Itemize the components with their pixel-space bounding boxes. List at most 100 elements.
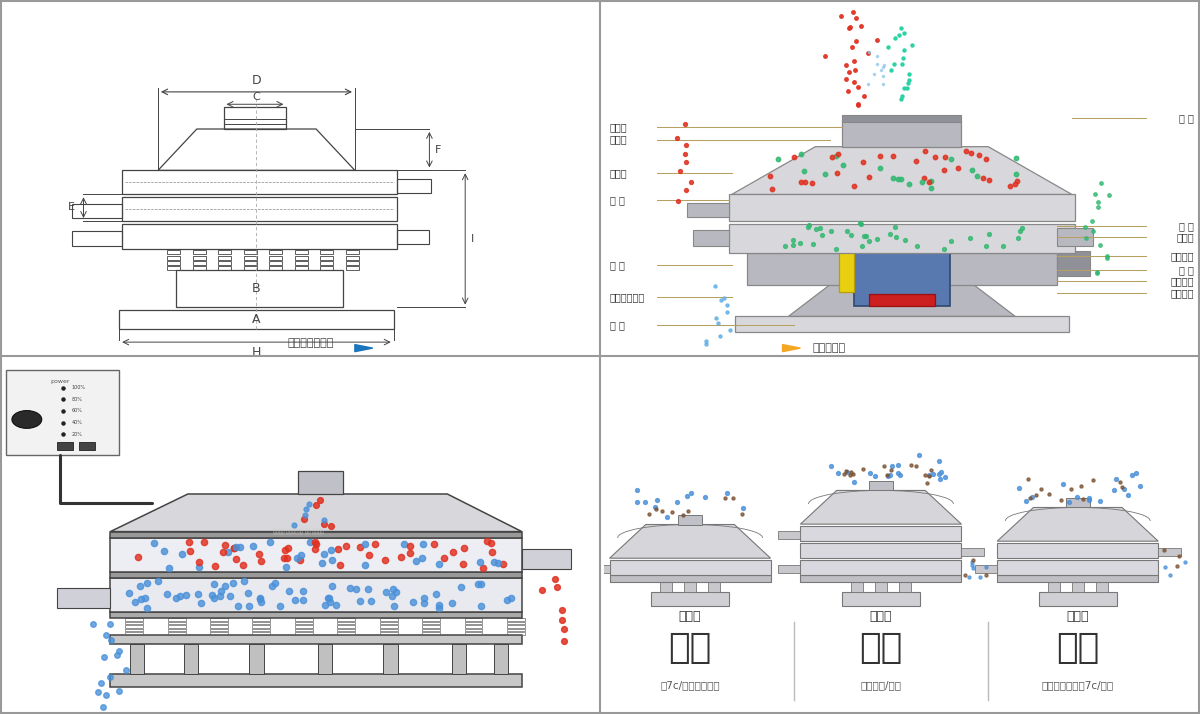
Bar	[252, 633, 270, 635]
Bar	[192, 261, 205, 265]
Bar	[110, 538, 522, 572]
Bar	[346, 250, 359, 254]
Polygon shape	[997, 508, 1158, 541]
Text: 80%: 80%	[72, 397, 83, 402]
Bar	[1066, 498, 1090, 508]
Bar	[252, 625, 270, 628]
Bar	[379, 625, 397, 628]
Bar	[778, 565, 800, 573]
Polygon shape	[110, 494, 522, 532]
Bar	[1158, 548, 1181, 556]
Bar	[295, 266, 308, 271]
Bar	[218, 250, 232, 254]
Text: 下部重锤: 下部重锤	[1170, 288, 1194, 298]
Bar	[318, 644, 332, 674]
Bar	[244, 261, 257, 265]
Text: E: E	[67, 203, 74, 213]
Bar	[122, 223, 397, 249]
Bar	[56, 442, 73, 450]
Text: 加重块: 加重块	[1176, 232, 1194, 242]
Bar	[252, 622, 270, 624]
Bar	[869, 481, 893, 491]
Polygon shape	[800, 491, 961, 524]
Bar	[728, 224, 1075, 253]
Text: 振动电机: 振动电机	[1170, 276, 1194, 286]
Bar	[168, 618, 186, 620]
Bar	[269, 256, 282, 260]
Text: 过滤: 过滤	[859, 631, 902, 665]
Bar	[295, 250, 308, 254]
Text: 40%: 40%	[72, 420, 83, 425]
Bar	[379, 618, 397, 620]
Circle shape	[12, 411, 42, 428]
Text: 除杂: 除杂	[1056, 631, 1099, 665]
Bar	[778, 531, 800, 539]
Bar	[79, 442, 96, 450]
Bar	[167, 266, 180, 271]
Bar	[320, 261, 334, 265]
Text: 筛 盘: 筛 盘	[1180, 266, 1194, 276]
Text: power: power	[50, 378, 70, 383]
Text: 粒度分布 产品粒度分布 产品 粒度分布: 粒度分布 产品粒度分布 产品 粒度分布	[272, 528, 324, 533]
Polygon shape	[732, 146, 1072, 194]
Bar	[506, 633, 524, 635]
Bar	[346, 266, 359, 271]
Bar	[842, 115, 961, 122]
Bar	[125, 633, 143, 635]
Bar	[56, 588, 110, 608]
Bar	[210, 618, 228, 620]
Bar	[125, 618, 143, 620]
Bar	[130, 644, 144, 674]
Text: 去除液体中的顐7c/异物: 去除液体中的顐7c/异物	[1042, 680, 1114, 690]
Text: 双层式: 双层式	[1067, 610, 1088, 623]
Bar	[997, 575, 1158, 582]
Text: 三层式: 三层式	[870, 610, 892, 623]
Bar	[252, 618, 270, 620]
Text: 弹 簧: 弹 簧	[610, 260, 624, 270]
Text: I: I	[472, 234, 474, 244]
Text: 网 架: 网 架	[1180, 221, 1194, 231]
Bar	[708, 582, 720, 593]
Bar	[72, 231, 122, 246]
Bar	[192, 256, 205, 260]
Bar	[506, 625, 524, 628]
Bar	[250, 644, 264, 674]
Bar	[452, 644, 467, 674]
Bar	[875, 582, 887, 593]
Bar	[997, 560, 1158, 575]
Bar	[506, 622, 524, 624]
Bar	[210, 629, 228, 631]
Bar	[842, 120, 961, 146]
Bar	[422, 622, 440, 624]
Polygon shape	[782, 345, 800, 352]
Bar	[610, 575, 770, 582]
Bar	[997, 543, 1158, 558]
Bar	[464, 618, 482, 620]
Text: 机 座: 机 座	[610, 320, 624, 330]
Text: 去除异物/结块: 去除异物/结块	[860, 680, 901, 690]
Text: 粒度分布 产品粒度分布 产品 粒度分布: 粒度分布 产品粒度分布 产品 粒度分布	[272, 530, 324, 535]
Bar	[974, 565, 997, 573]
Text: 束 环: 束 环	[610, 195, 624, 205]
Bar	[320, 256, 334, 260]
Text: D: D	[252, 74, 262, 86]
Bar	[176, 271, 343, 308]
Text: B: B	[252, 282, 260, 296]
Bar	[110, 612, 522, 618]
Polygon shape	[610, 525, 770, 558]
Bar	[652, 593, 728, 605]
Bar	[167, 256, 180, 260]
Bar	[269, 250, 282, 254]
Text: 筛 网: 筛 网	[1180, 114, 1194, 124]
Bar	[379, 633, 397, 635]
Text: 上部重锤: 上部重锤	[1170, 251, 1194, 261]
Bar	[422, 629, 440, 631]
Bar	[320, 266, 334, 271]
Bar	[1039, 593, 1116, 605]
Bar	[168, 629, 186, 631]
Text: A: A	[252, 313, 260, 326]
Bar	[379, 629, 397, 631]
Bar	[422, 633, 440, 635]
Bar	[167, 250, 180, 254]
Bar	[168, 625, 186, 628]
